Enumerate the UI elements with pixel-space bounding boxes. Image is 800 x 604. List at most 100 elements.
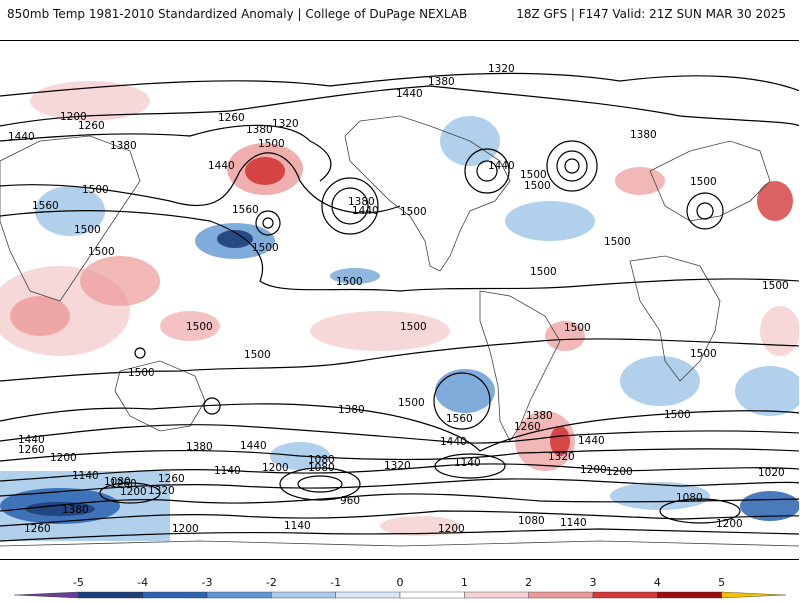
contour-label: 1260 [24, 523, 51, 535]
contour-label: 1380 [110, 140, 137, 152]
map-title: 850mb Temp 1981-2010 Standardized Anomal… [7, 7, 468, 21]
warm-anomaly [30, 81, 150, 121]
contour-line [686, 192, 724, 230]
contour-line [434, 453, 506, 479]
contour-label: 1500 [524, 180, 551, 192]
cold-anomaly [217, 230, 253, 248]
contour-label: 1200 [120, 486, 147, 498]
contour-label: 1440 [240, 440, 267, 452]
contour-label: 1200 [172, 523, 199, 535]
legend-bar [13, 591, 787, 599]
contour-line [0, 510, 799, 527]
contour-label: 1080 [308, 462, 335, 474]
cold-anomaly [735, 366, 799, 416]
legend-tick-label: 5 [718, 576, 726, 589]
contour-label: 1500 [252, 242, 279, 254]
contour-line [0, 448, 799, 462]
contour-label: 1500 [88, 246, 115, 258]
contour-line [0, 72, 799, 97]
legend-tick-label: -2 [265, 576, 277, 589]
cold-anomaly [740, 491, 799, 521]
contour-label: 1500 [520, 169, 547, 181]
contour-label: 1260 [158, 473, 185, 485]
contour-label: 1320 [272, 118, 299, 130]
contour-line [0, 478, 799, 497]
contour-label: 1260 [78, 120, 105, 132]
warm-anomaly [80, 256, 160, 306]
legend-tick-label: -1 [330, 576, 342, 589]
contour-label: 1440 [488, 160, 515, 172]
cold-anomaly [25, 502, 95, 516]
contour-line [0, 85, 799, 127]
contour-line [546, 140, 598, 192]
contour-label: 960 [340, 495, 360, 507]
contour-label: 1500 [530, 266, 557, 278]
legend-swatch [13, 591, 79, 599]
contour-label: 1500 [690, 176, 717, 188]
color-legend [0, 560, 800, 600]
legend-swatch [271, 591, 336, 599]
legend-swatch [657, 591, 722, 599]
warm-anomaly [615, 167, 665, 195]
anomaly-map[interactable]: 1320 1380 1440 1200 1260 1260 1320 1380 … [0, 40, 799, 560]
contour-label: 1500 [564, 322, 591, 334]
warm-anomaly [310, 311, 450, 351]
legend-swatch [592, 591, 658, 599]
coastlines [0, 115, 799, 547]
contour-label: 1500 [664, 409, 691, 421]
contour-line [255, 210, 281, 236]
contour-line [696, 202, 714, 220]
contour-line [0, 493, 799, 512]
legend-tick-label: -5 [72, 576, 84, 589]
contour-label: 1380 [526, 410, 553, 422]
contour-label: 1500 [604, 236, 631, 248]
contour-label: 1260 [18, 444, 45, 456]
contour-label: 1140 [214, 465, 241, 477]
contour-label: 1380 [348, 196, 375, 208]
contour-labels: 1320 1380 1440 1200 1260 1260 1320 1380 … [8, 63, 789, 535]
coastline-europe [649, 140, 771, 222]
legend-tick-label: 3 [589, 576, 597, 589]
cold-anomaly [610, 482, 710, 510]
legend-swatch [528, 591, 594, 599]
legend-tick-label: 0 [396, 576, 404, 589]
contour-line [297, 475, 343, 493]
header-bar: 850mb Temp 1981-2010 Standardized Anomal… [0, 0, 800, 30]
contour-label: 1500 [690, 348, 717, 360]
contour-label: 1440 [208, 160, 235, 172]
contour-label: 1500 [762, 280, 789, 292]
contour-label: 1380 [428, 76, 455, 88]
contour-label: 1200 [580, 464, 607, 476]
warm-anomaly [545, 321, 585, 351]
cold-anomaly [620, 356, 700, 406]
contour-line [0, 209, 799, 292]
contour-label: 1500 [82, 184, 109, 196]
contour-line [0, 403, 799, 452]
contour-line [331, 187, 369, 225]
contour-label: 1320 [148, 485, 175, 497]
contour-line [476, 160, 498, 182]
contour-label: 1380 [338, 404, 365, 416]
legend-swatch [206, 591, 272, 599]
contour-label: 1200 [716, 518, 743, 530]
contour-label: 1560 [232, 204, 259, 216]
contour-line [659, 498, 741, 524]
legend-tick-label: 4 [653, 576, 661, 589]
contour-label: 1260 [110, 478, 137, 490]
contour-line [0, 528, 799, 542]
warm-anomaly [10, 296, 70, 336]
contour-label: 1320 [488, 63, 515, 75]
coastline-antarctica [0, 540, 799, 547]
contour-label: 1440 [18, 434, 45, 446]
contour-line [0, 424, 799, 444]
height-contours [0, 72, 799, 542]
contour-label: 1080 [104, 476, 131, 488]
legend-swatch [464, 591, 529, 599]
contour-label: 1440 [396, 88, 423, 100]
contour-label: 1020 [758, 467, 785, 479]
contour-label: 1440 [440, 436, 467, 448]
legend-swatch [78, 591, 143, 599]
contour-label: 1200 [50, 452, 77, 464]
contour-label: 1500 [128, 367, 155, 379]
contour-label: 1140 [72, 470, 99, 482]
